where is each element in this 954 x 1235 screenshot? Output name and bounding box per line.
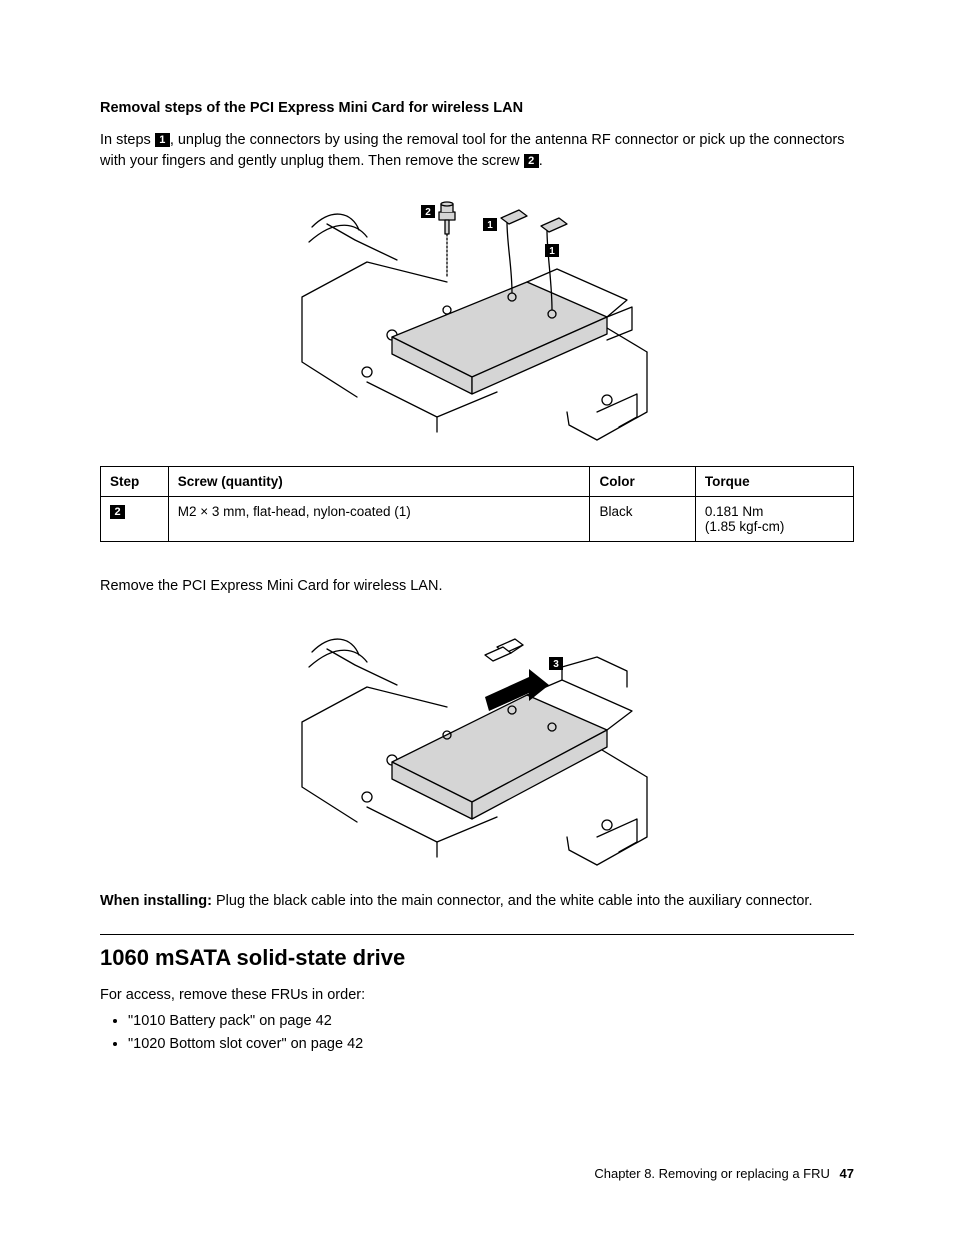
table-row: 2 M2 × 3 mm, flat-head, nylon-coated (1)…: [101, 497, 854, 542]
th-color: Color: [590, 467, 695, 497]
install-note-lead: When installing:: [100, 893, 212, 909]
install-note: When installing: Plug the black cable in…: [100, 891, 854, 912]
th-step: Step: [101, 467, 169, 497]
diagram-1: 2 1 1: [100, 182, 854, 452]
td-step: 2: [101, 497, 169, 542]
diagram1-callout-2: 2: [425, 207, 431, 218]
th-screw: Screw (quantity): [168, 467, 590, 497]
screw-table: Step Screw (quantity) Color Torque 2 M2 …: [100, 466, 854, 542]
fru-list: "1010 Battery pack" on page 42 "1020 Bot…: [100, 1010, 854, 1055]
list-item: "1020 Bottom slot cover" on page 42: [128, 1033, 854, 1055]
td-screw: M2 × 3 mm, flat-head, nylon-coated (1): [168, 497, 590, 542]
diagram-2: 3: [100, 607, 854, 877]
install-note-text: Plug the black cable into the main conne…: [212, 893, 813, 909]
section-divider: [100, 934, 854, 935]
diagram2-callout-3: 3: [553, 659, 559, 670]
diagram1-callout-1b: 1: [549, 246, 555, 257]
table-header-row: Step Screw (quantity) Color Torque: [101, 467, 854, 497]
step-badge-2: 2: [524, 154, 539, 168]
th-torque: Torque: [695, 467, 853, 497]
page-footer: Chapter 8. Removing or replacing a FRU 4…: [594, 1166, 854, 1181]
td-torque: 0.181 Nm (1.85 kgf-cm): [695, 497, 853, 542]
next-section-title: 1060 mSATA solid-state drive: [100, 945, 854, 971]
remove-text: Remove the PCI Express Mini Card for wir…: [100, 576, 854, 597]
section-title: Removal steps of the PCI Express Mini Ca…: [100, 100, 854, 116]
step-badge-1: 1: [155, 133, 170, 147]
intro-text-2: , unplug the connectors by using the rem…: [100, 132, 844, 169]
fru-intro: For access, remove these FRUs in order:: [100, 985, 854, 1006]
list-item: "1010 Battery pack" on page 42: [128, 1010, 854, 1032]
intro-text-3: .: [539, 153, 543, 169]
footer-chapter: Chapter 8. Removing or replacing a FRU: [594, 1166, 830, 1181]
diagram1-callout-1a: 1: [487, 220, 493, 231]
intro-text-1: In steps: [100, 132, 155, 148]
intro-paragraph: In steps 1, unplug the connectors by usi…: [100, 130, 854, 172]
td-color: Black: [590, 497, 695, 542]
footer-page-number: 47: [840, 1166, 854, 1181]
row-step-badge: 2: [110, 505, 125, 519]
